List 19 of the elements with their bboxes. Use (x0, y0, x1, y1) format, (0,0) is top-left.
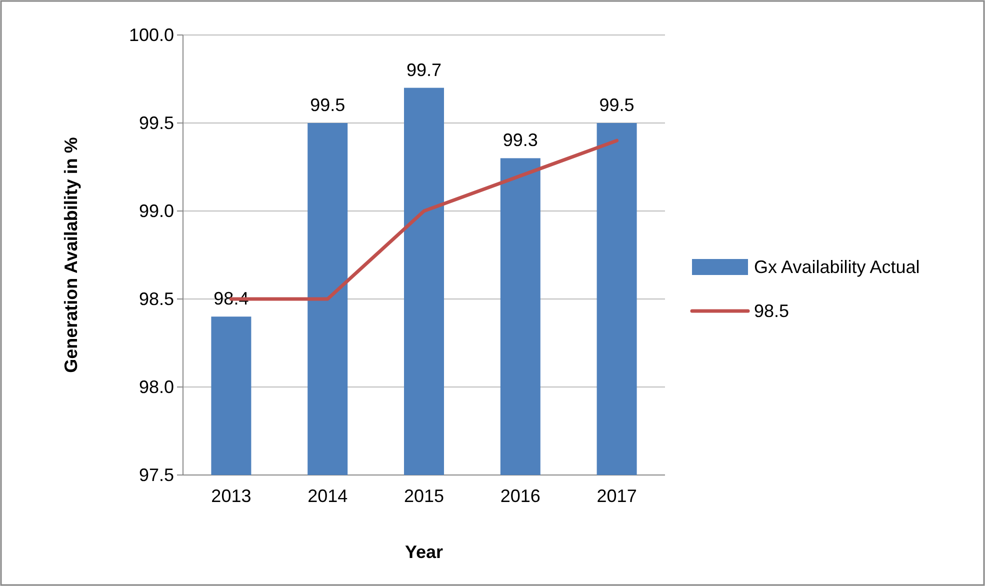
legend-label: Gx Availability Actual (754, 257, 920, 277)
x-tick-label: 2013 (211, 486, 252, 506)
x-tick-label: 2016 (500, 486, 540, 506)
data-label: 99.5 (599, 95, 634, 115)
y-tick-label: 100.0 (128, 24, 174, 45)
y-axis-title: Generation Availability in % (61, 137, 81, 373)
y-tick-label: 97.5 (138, 464, 174, 485)
y-tick-label: 98.5 (138, 288, 174, 309)
y-tick-label: 98.0 (138, 376, 174, 397)
data-label: 99.5 (310, 95, 346, 115)
x-tick-label: 2017 (596, 486, 637, 506)
legend-label: 98.5 (754, 301, 790, 321)
x-tick-label: 2015 (404, 486, 444, 506)
x-tick-label: 2014 (308, 486, 348, 506)
data-label: 99.3 (502, 130, 538, 150)
x-axis-title: Year (404, 542, 444, 562)
y-tick-label: 99.0 (138, 200, 174, 221)
y-tick-label: 99.5 (138, 112, 174, 133)
data-label: 99.7 (406, 60, 442, 80)
